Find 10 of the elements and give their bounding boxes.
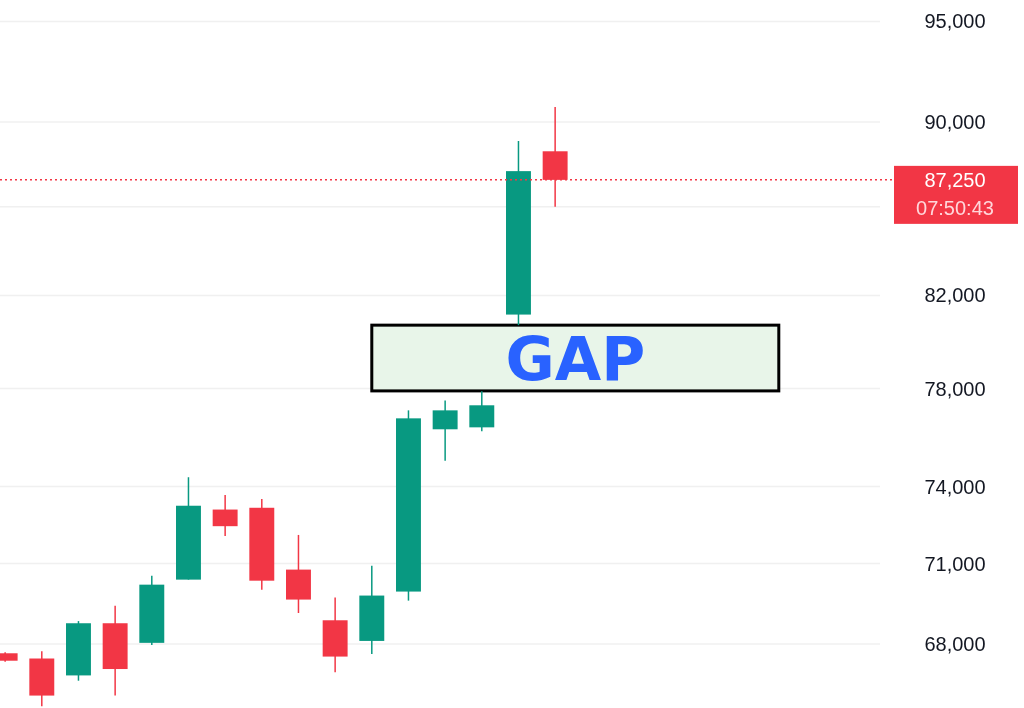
y-tick-label: 95,000 [924, 10, 986, 33]
band-label: GAP [505, 323, 646, 394]
y-tick-label: 82,000 [924, 284, 986, 307]
y-tick-label: 71,000 [924, 552, 986, 575]
y-tick-label: 78,000 [924, 377, 986, 400]
y-tick-label: 68,000 [924, 632, 986, 655]
text: 07:50:43 [916, 196, 994, 219]
ref-line-label: 87,250 [924, 168, 986, 191]
y-tick-label: 90,000 [924, 111, 986, 134]
y-tick-label: 74,000 [924, 475, 986, 498]
